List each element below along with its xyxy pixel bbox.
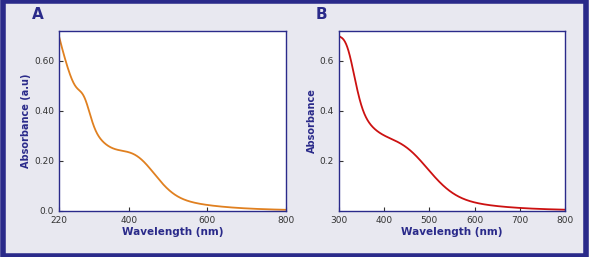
X-axis label: Wavelength (nm): Wavelength (nm) bbox=[121, 227, 223, 237]
Y-axis label: Absorbance: Absorbance bbox=[307, 88, 317, 153]
Text: B: B bbox=[316, 7, 327, 22]
Y-axis label: Absorbance (a.u): Absorbance (a.u) bbox=[21, 74, 31, 168]
X-axis label: Wavelength (nm): Wavelength (nm) bbox=[401, 227, 503, 237]
Text: A: A bbox=[32, 7, 44, 22]
